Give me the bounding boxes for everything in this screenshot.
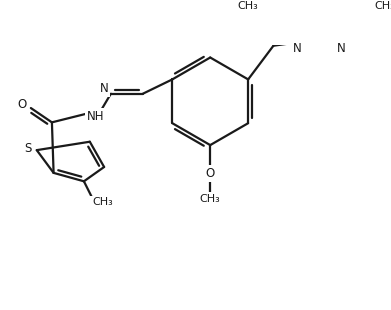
Text: O: O	[206, 167, 215, 180]
Text: S: S	[25, 142, 32, 155]
Text: CH₃: CH₃	[200, 194, 221, 204]
Text: CH₃: CH₃	[375, 1, 391, 11]
Text: N: N	[336, 42, 345, 55]
Text: CH₃: CH₃	[237, 1, 258, 11]
Text: N: N	[292, 42, 301, 55]
Text: NH: NH	[87, 110, 104, 123]
Text: CH₃: CH₃	[92, 197, 113, 207]
Text: O: O	[18, 98, 27, 111]
Text: N: N	[100, 82, 108, 95]
